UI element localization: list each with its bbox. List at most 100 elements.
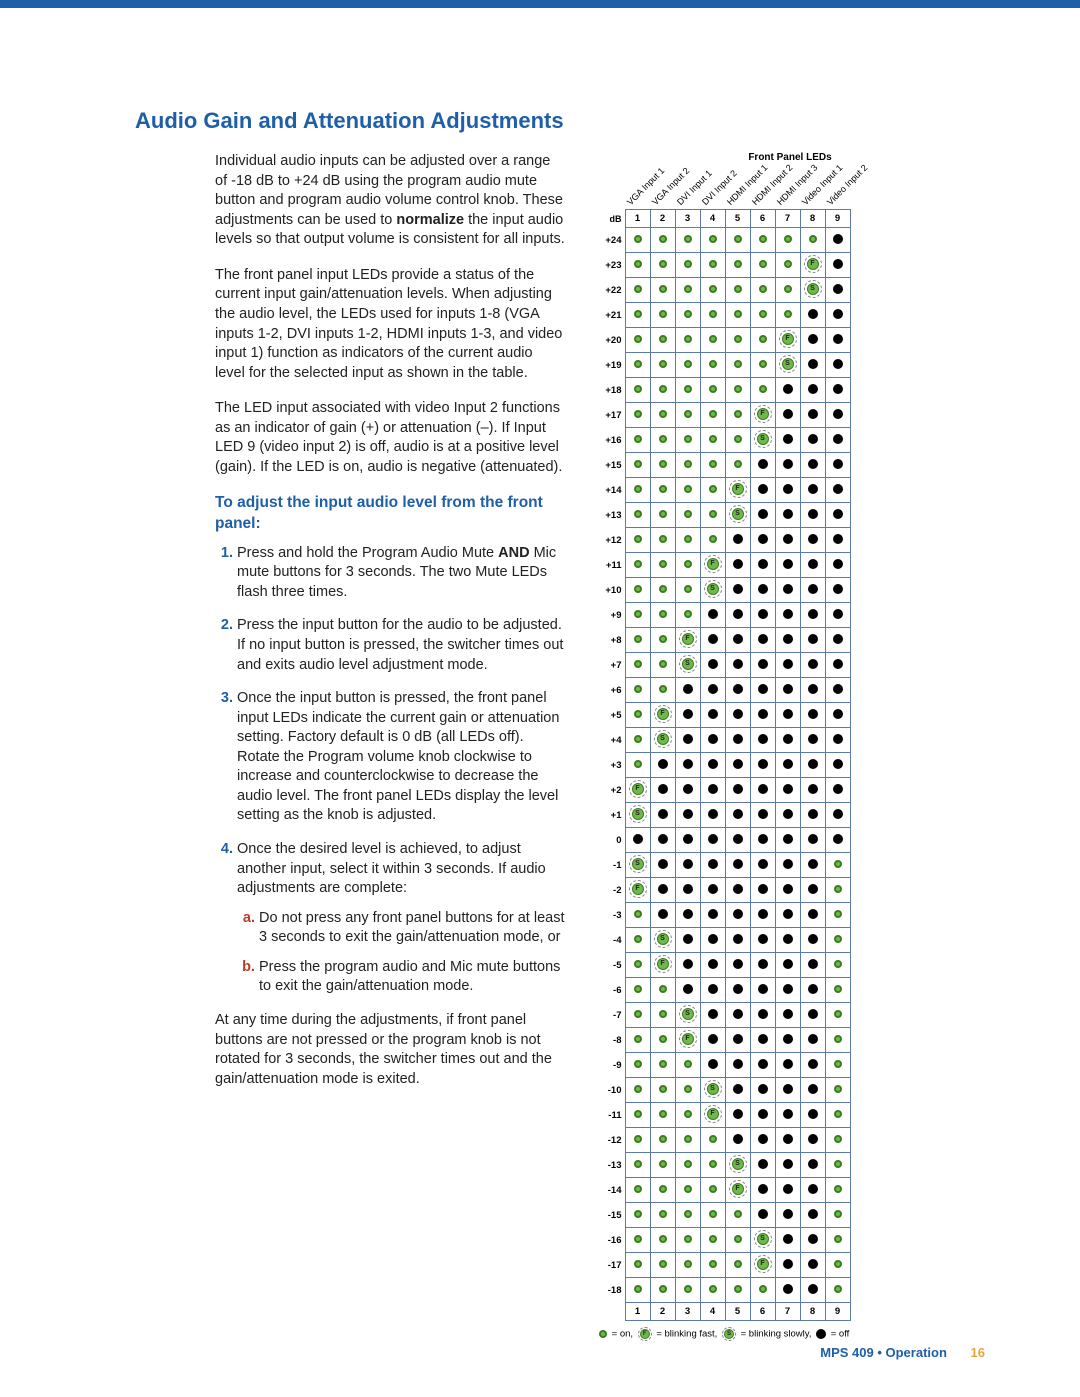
- led-cell: [775, 303, 800, 328]
- led-on-icon: [659, 1135, 667, 1143]
- led-off-icon: [808, 1034, 818, 1044]
- led-blink-slow-icon: S: [754, 1230, 772, 1248]
- led-cell: [800, 778, 825, 803]
- led-off-icon: [808, 1284, 818, 1294]
- led-on-icon: [659, 360, 667, 368]
- led-cell: [625, 253, 650, 278]
- led-off-icon: [758, 859, 768, 869]
- led-cell: [675, 1178, 700, 1203]
- table-row: -10S: [595, 1078, 850, 1103]
- led-cell: F: [725, 1178, 750, 1203]
- led-off-icon: [683, 934, 693, 944]
- led-off-icon: [833, 634, 843, 644]
- led-on-icon: [659, 435, 667, 443]
- led-cell: F: [775, 328, 800, 353]
- led-off-icon: [808, 434, 818, 444]
- led-off-icon: [783, 959, 793, 969]
- led-off-icon: [783, 809, 793, 819]
- table-row: +6: [595, 678, 850, 703]
- table-row: +10S: [595, 578, 850, 603]
- led-off-icon: [808, 559, 818, 569]
- led-cell: [825, 253, 850, 278]
- led-blink-fast-icon: F: [629, 780, 647, 798]
- led-cell: [650, 578, 675, 603]
- led-on-icon: [634, 435, 642, 443]
- table-row: -1S: [595, 853, 850, 878]
- led-on-icon: [634, 1135, 642, 1143]
- led-off-icon: [758, 784, 768, 794]
- led-on-icon: [684, 560, 692, 568]
- led-cell: [675, 878, 700, 903]
- led-cell: [750, 528, 775, 553]
- led-cell: S: [675, 1003, 700, 1028]
- led-cell: [625, 753, 650, 778]
- led-off-icon: [808, 1159, 818, 1169]
- led-cell: [825, 953, 850, 978]
- led-cell: [750, 828, 775, 853]
- led-cell: [650, 503, 675, 528]
- led-off-icon: [708, 709, 718, 719]
- led-cell: [750, 253, 775, 278]
- led-blink-slow-icon: S: [679, 1005, 697, 1023]
- led-cell: [775, 1278, 800, 1303]
- led-off-icon: [808, 784, 818, 794]
- step-item: Once the input button is pressed, the fr…: [237, 689, 565, 826]
- led-cell: [675, 778, 700, 803]
- led-off-icon: [733, 1109, 743, 1119]
- led-on-icon: [709, 1135, 717, 1143]
- led-cell: [725, 753, 750, 778]
- led-cell: [825, 1128, 850, 1153]
- led-off-icon: [758, 1134, 768, 1144]
- led-off-icon: [683, 859, 693, 869]
- led-cell: [650, 1253, 675, 1278]
- led-on-icon: [684, 535, 692, 543]
- led-off-icon: [733, 784, 743, 794]
- db-label: -10: [595, 1078, 625, 1103]
- led-cell: [700, 653, 725, 678]
- legend-text: = blinking slowly,: [738, 1329, 814, 1340]
- led-cell: [725, 628, 750, 653]
- db-header: dB: [595, 210, 625, 228]
- led-cell: [650, 1153, 675, 1178]
- led-on-icon: [734, 360, 742, 368]
- footer-page-number: 16: [971, 1345, 985, 1360]
- led-cell: [800, 528, 825, 553]
- led-cell: [625, 578, 650, 603]
- led-off-icon: [833, 809, 843, 819]
- led-cell: [800, 453, 825, 478]
- led-off-icon: [808, 359, 818, 369]
- led-cell: [825, 478, 850, 503]
- led-on-icon: [684, 1260, 692, 1268]
- led-off-icon: [733, 834, 743, 844]
- led-on-icon: [834, 1010, 842, 1018]
- led-off-icon: [833, 734, 843, 744]
- led-off-icon: [683, 909, 693, 919]
- column-number: 7: [775, 210, 800, 228]
- led-cell: [775, 753, 800, 778]
- led-cell: [625, 653, 650, 678]
- led-cell: [675, 1278, 700, 1303]
- led-on-icon: [709, 435, 717, 443]
- led-cell: F: [700, 553, 725, 578]
- led-off-icon: [808, 459, 818, 469]
- led-on-icon: [634, 660, 642, 668]
- led-off-icon: [733, 634, 743, 644]
- led-off-icon: [783, 1209, 793, 1219]
- led-cell: [750, 478, 775, 503]
- led-cell: [700, 978, 725, 1003]
- led-cell: [825, 403, 850, 428]
- led-cell: [750, 503, 775, 528]
- led-cell: [650, 1078, 675, 1103]
- column-number: 3: [675, 210, 700, 228]
- led-off-icon: [808, 734, 818, 744]
- table-row: +19S: [595, 353, 850, 378]
- led-off-icon: [783, 984, 793, 994]
- led-off-icon: [758, 709, 768, 719]
- led-off-icon: [833, 709, 843, 719]
- led-off-icon: [733, 1084, 743, 1094]
- led-table: dB123456789+24+23F+22S+21+20F+19S+18+17F…: [595, 209, 851, 1321]
- led-cell: [700, 453, 725, 478]
- led-cell: [675, 1253, 700, 1278]
- led-cell: [775, 603, 800, 628]
- led-cell: [775, 253, 800, 278]
